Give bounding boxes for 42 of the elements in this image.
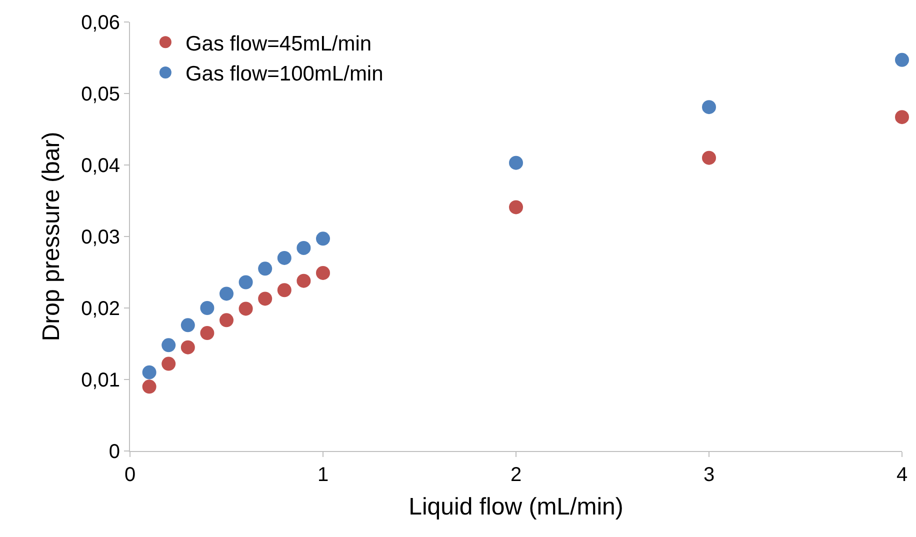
y-tick-label: 0,01 — [81, 370, 120, 392]
point — [142, 365, 156, 380]
point — [277, 283, 292, 298]
point — [162, 356, 176, 371]
point — [277, 250, 292, 265]
point — [180, 340, 195, 354]
point — [180, 318, 195, 332]
point — [162, 338, 176, 352]
point — [296, 240, 311, 255]
legend-label: Gas flow=45mL/min — [185, 32, 372, 56]
y-tick-label: 0,06 — [81, 12, 120, 34]
legend-label: Gas flow=100mL/min — [185, 62, 384, 86]
point — [895, 52, 909, 67]
y-axis-title: Drop pressure (bar) — [38, 132, 66, 342]
point — [702, 100, 716, 114]
x-tick-label: 4 — [896, 464, 908, 486]
point — [296, 274, 311, 288]
y-tick-label: 0,02 — [81, 298, 120, 320]
x-tick-label: 1 — [317, 464, 329, 486]
point — [258, 262, 272, 276]
y-tick-label: 0,05 — [81, 84, 120, 106]
point — [509, 156, 523, 170]
y-tick-label: 0,03 — [81, 226, 120, 248]
point — [142, 380, 156, 394]
x-tick-label: 2 — [510, 464, 522, 486]
x-tick-label: 3 — [703, 464, 715, 486]
y-tick-label: 0,04 — [81, 155, 120, 177]
point — [316, 266, 330, 280]
x-tick-label: 0 — [124, 464, 136, 486]
point — [238, 275, 253, 290]
point — [895, 110, 909, 124]
x-axis-title: Liquid flow (mL/min) — [408, 493, 624, 520]
y-tick-label: 0 — [108, 441, 120, 463]
point — [702, 150, 716, 165]
point — [509, 200, 523, 214]
point — [220, 286, 234, 301]
point — [220, 313, 234, 328]
point — [238, 302, 253, 316]
point — [316, 232, 330, 246]
point — [200, 301, 214, 315]
point — [258, 292, 272, 306]
point — [200, 326, 214, 340]
